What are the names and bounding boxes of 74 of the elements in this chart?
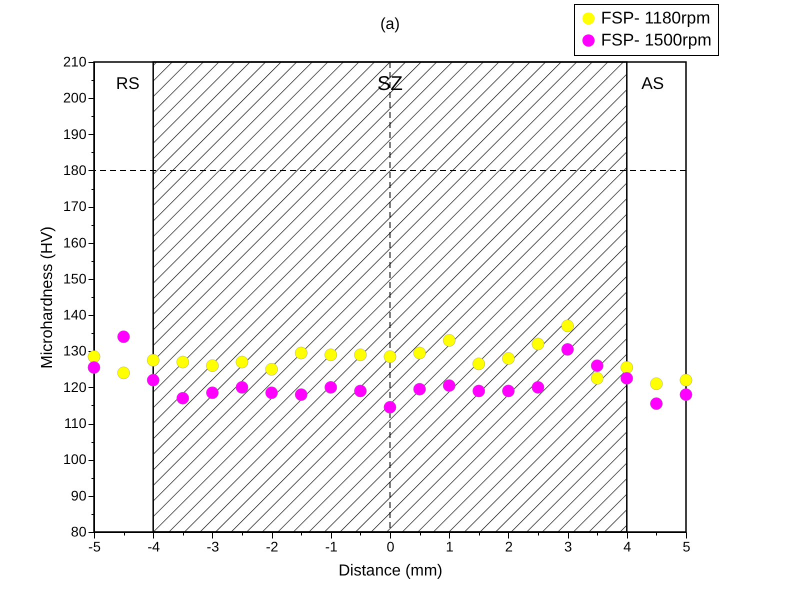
y-tick-label: 130 (63, 342, 87, 359)
point (384, 401, 396, 414)
legend-label: FSP- 1180rpm (601, 8, 710, 28)
annotation: AS (641, 74, 664, 93)
point (590, 372, 604, 385)
x-tick-label: 1 (446, 538, 454, 554)
point (176, 392, 190, 404)
point (354, 348, 367, 362)
point (236, 381, 248, 394)
legend-label: FSP- 1500rpm (601, 30, 712, 50)
point (650, 378, 663, 390)
x-tick-label: -5 (88, 538, 101, 554)
y-tick-label: 100 (63, 451, 87, 468)
point (413, 382, 426, 396)
y-tick-label: 170 (63, 198, 87, 214)
point (680, 388, 692, 401)
point (620, 372, 634, 385)
point (265, 363, 278, 376)
point (354, 384, 367, 398)
point (146, 354, 160, 367)
point (117, 366, 130, 380)
y-tick-label: 140 (63, 306, 87, 323)
y-tick-label: 180 (63, 162, 87, 178)
point (206, 386, 219, 400)
point (265, 386, 278, 400)
x-tick-label: 5 (682, 538, 691, 554)
x-tick-label: 0 (386, 538, 395, 554)
y-tick-label: 200 (63, 90, 87, 106)
point (324, 348, 338, 362)
point (532, 381, 544, 394)
chart-title: (a) (380, 16, 400, 33)
x-tick-label: -2 (266, 538, 279, 554)
point (384, 350, 396, 363)
point (294, 388, 308, 401)
point (146, 374, 160, 386)
point (176, 356, 190, 368)
point (561, 320, 574, 332)
y-tick-label: 210 (63, 54, 87, 70)
point (650, 397, 663, 410)
x-tick-label: -4 (147, 538, 160, 554)
point (117, 330, 130, 344)
y-tick-label: 120 (63, 378, 87, 395)
point (88, 350, 100, 363)
point (502, 352, 515, 365)
y-tick-label: 110 (64, 415, 87, 432)
point (472, 384, 486, 398)
y-tick-label: 90 (70, 487, 87, 504)
x-tick-label: -3 (206, 538, 220, 554)
y-tick-label: 150 (63, 270, 87, 286)
x-tick-label: -1 (325, 538, 338, 554)
point (88, 361, 100, 374)
point (294, 346, 308, 360)
x-tick-label: 4 (623, 538, 632, 554)
point (236, 356, 248, 368)
y-tick-label: 190 (63, 126, 87, 142)
point (442, 334, 456, 347)
point (590, 359, 604, 372)
point (472, 358, 486, 370)
point (324, 381, 338, 394)
x-axis-title: Distance (mm) (338, 562, 443, 580)
point (206, 359, 219, 372)
y-axis-title: Microhardness (HV) (39, 226, 56, 369)
point (680, 374, 692, 386)
point (413, 346, 426, 360)
x-tick-label: 2 (505, 538, 513, 554)
y-tick-label: 160 (63, 234, 87, 250)
point (442, 379, 456, 392)
point (532, 338, 544, 350)
point (502, 384, 515, 398)
point (620, 361, 634, 374)
x-tick-label: 3 (564, 538, 572, 554)
annotation: RS (116, 74, 140, 93)
y-tick-label: 80 (70, 524, 87, 540)
point (561, 343, 574, 356)
